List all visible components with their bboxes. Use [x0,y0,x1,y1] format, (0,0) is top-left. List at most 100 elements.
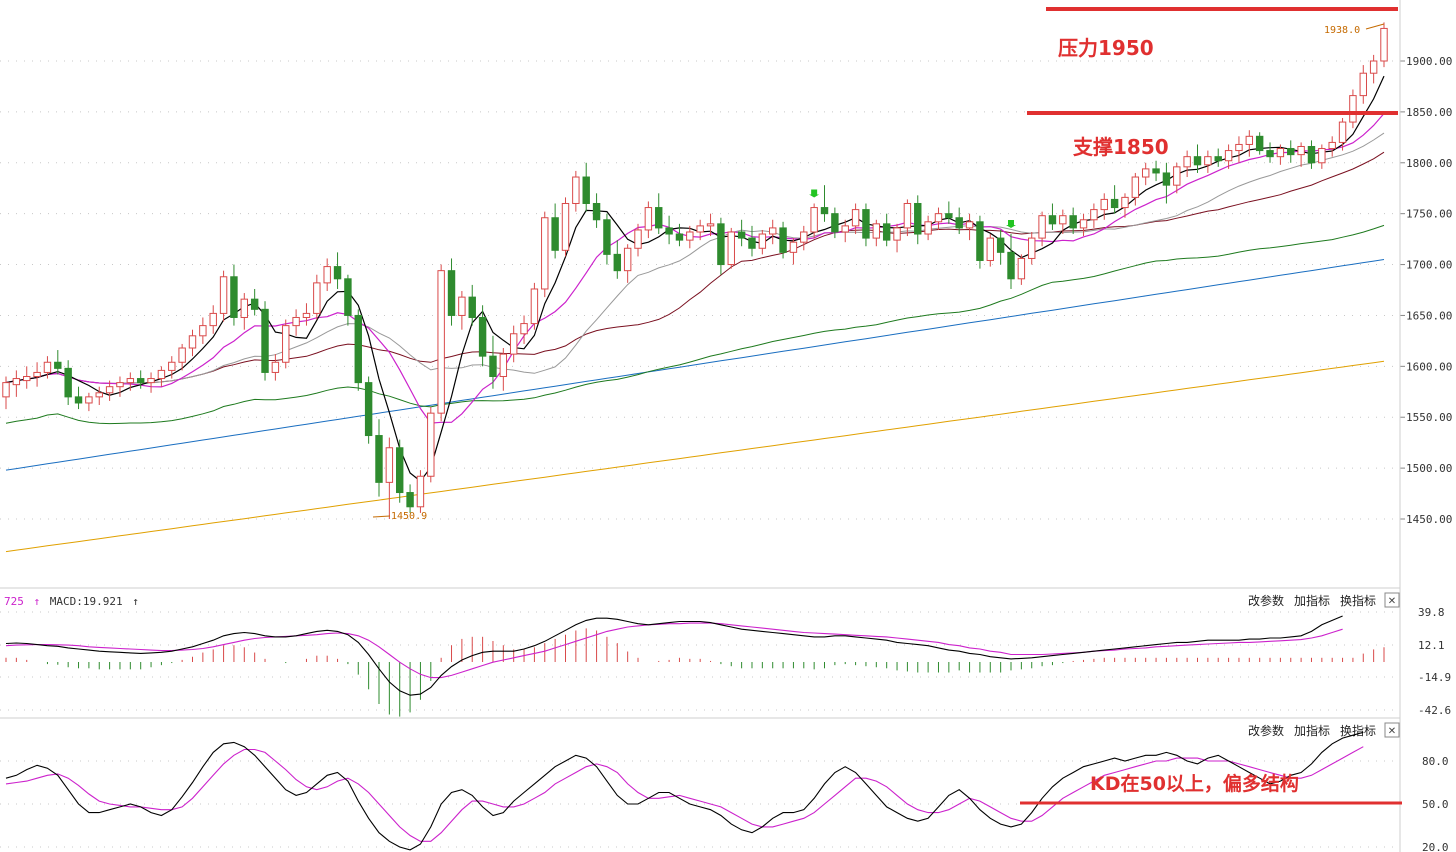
candle[interactable] [810,203,818,239]
candle[interactable] [831,207,839,239]
candle[interactable] [1276,144,1285,165]
candle[interactable] [489,335,497,389]
candle[interactable] [1328,136,1336,157]
candle[interactable] [354,309,362,391]
candle[interactable] [1245,130,1254,157]
candle[interactable] [1100,193,1108,220]
candle[interactable] [727,227,735,269]
candle[interactable] [375,419,383,497]
candle[interactable] [841,219,849,243]
candle[interactable] [924,215,932,241]
candle[interactable] [1338,117,1347,151]
candle[interactable] [613,240,622,279]
candle[interactable] [385,437,394,519]
candle[interactable] [219,270,228,322]
candle[interactable] [178,343,186,371]
candle[interactable] [199,317,207,344]
candle[interactable] [976,215,984,269]
candle[interactable] [758,229,767,255]
candle[interactable] [820,185,829,222]
candle[interactable] [74,386,83,410]
candle[interactable] [478,305,487,367]
candle[interactable] [644,201,653,239]
candle[interactable] [965,213,974,241]
candle[interactable] [12,370,21,397]
candle[interactable] [696,219,704,241]
candle[interactable] [1121,193,1129,218]
candle[interactable] [1028,231,1036,265]
candle[interactable] [1038,211,1046,247]
candle[interactable] [1235,136,1243,163]
kd-params-button[interactable]: 改参数 [1248,723,1284,738]
kd-add-indicator-button[interactable]: 加指标 [1294,723,1330,738]
candle[interactable] [1214,148,1222,167]
candle[interactable] [105,380,114,401]
candle[interactable] [1017,254,1026,285]
candlesticks[interactable] [2,22,1388,519]
candle[interactable] [779,221,787,259]
candle[interactable] [986,234,994,267]
candle[interactable] [447,258,456,326]
candle[interactable] [914,195,922,245]
candle[interactable] [499,348,508,391]
candle[interactable] [323,258,331,292]
candle[interactable] [520,315,528,344]
candle[interactable] [396,439,404,503]
candle[interactable] [945,201,953,224]
candle[interactable] [1131,172,1140,206]
candle[interactable] [582,162,590,212]
candle[interactable] [116,376,124,397]
candle[interactable] [406,484,414,513]
kd-switch-indicator-button[interactable]: 换指标 [1340,723,1376,738]
candle[interactable] [1173,162,1181,194]
candle[interactable] [126,372,135,391]
candle[interactable] [364,376,373,444]
candle[interactable] [344,274,352,326]
candle[interactable] [592,193,601,228]
candle[interactable] [1048,203,1057,230]
candle[interactable] [1183,150,1191,178]
candle[interactable] [54,350,62,375]
candle[interactable] [996,229,1005,265]
candle[interactable] [851,203,860,235]
kd-close-button[interactable] [1384,722,1400,738]
candle[interactable] [1141,162,1150,186]
candle[interactable] [240,293,249,330]
candle[interactable] [551,203,559,259]
candle[interactable] [1287,140,1295,163]
candle[interactable] [1090,203,1098,228]
candle[interactable] [882,213,891,247]
candle[interactable] [748,225,756,257]
candle[interactable] [1255,132,1264,155]
candle[interactable] [1079,213,1088,237]
candle[interactable] [1152,160,1160,182]
candle[interactable] [737,219,746,247]
candle[interactable] [416,470,425,513]
candle[interactable] [1224,144,1233,169]
candle[interactable] [789,238,798,265]
candle[interactable] [1297,142,1305,167]
candle[interactable] [655,193,663,235]
candle[interactable] [209,305,217,334]
candle[interactable] [1110,185,1119,214]
candle[interactable] [23,366,31,389]
candle[interactable] [706,213,715,237]
macd-close-button[interactable] [1384,592,1400,608]
candle[interactable] [1007,234,1015,289]
candle[interactable] [572,170,580,212]
candle[interactable] [675,223,684,247]
candle[interactable] [541,211,549,298]
candle[interactable] [333,252,342,289]
candle[interactable] [188,329,197,357]
candle[interactable] [665,215,673,245]
candle[interactable] [250,288,259,316]
candle[interactable] [1369,54,1378,84]
candle[interactable] [686,225,694,249]
macd-switch-indicator-button[interactable]: 换指标 [1340,593,1376,608]
candle[interactable] [271,354,280,381]
candle[interactable] [1204,150,1212,173]
candle[interactable] [468,284,476,326]
candle[interactable] [95,386,103,406]
candle[interactable] [530,282,539,330]
